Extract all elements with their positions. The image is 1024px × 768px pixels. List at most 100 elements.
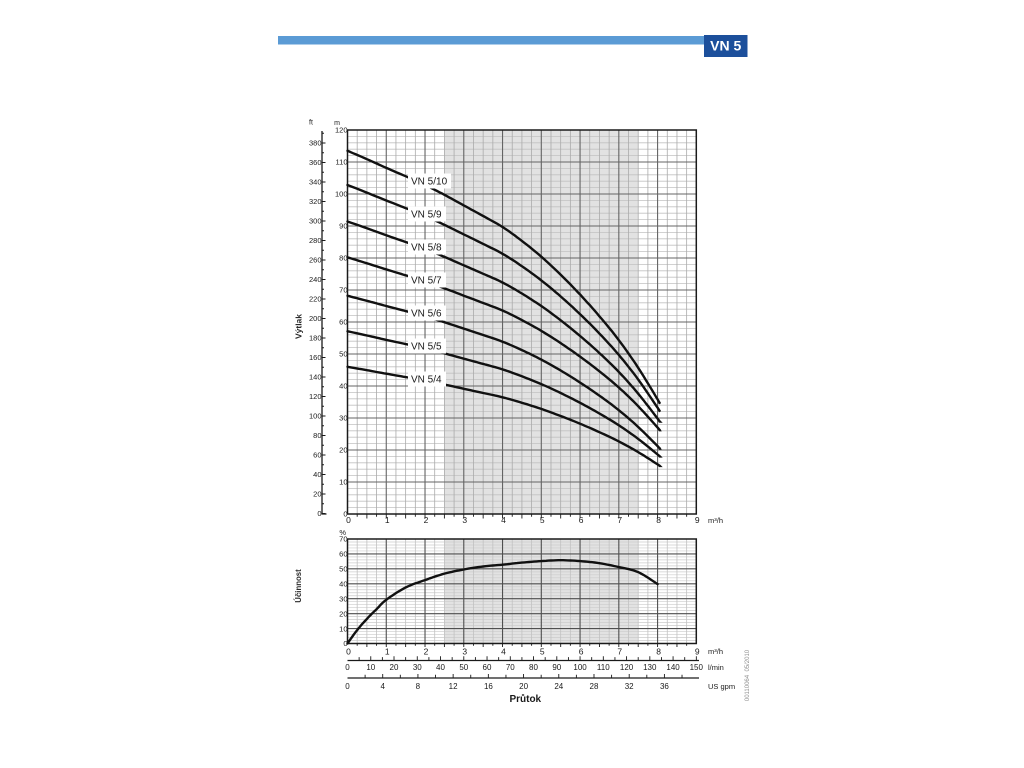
svg-text:50: 50 xyxy=(459,663,468,672)
svg-text:24: 24 xyxy=(554,682,563,691)
svg-text:3: 3 xyxy=(462,515,467,525)
svg-text:80: 80 xyxy=(339,254,347,263)
svg-text:VN 5: VN 5 xyxy=(710,38,741,54)
svg-text:6: 6 xyxy=(579,515,584,525)
svg-text:140: 140 xyxy=(666,663,680,672)
svg-text:20: 20 xyxy=(390,663,399,672)
svg-text:VN 5/9: VN 5/9 xyxy=(411,210,442,221)
svg-text:180: 180 xyxy=(309,334,322,343)
svg-text:0: 0 xyxy=(343,510,347,519)
svg-text:9: 9 xyxy=(695,515,700,525)
svg-text:60: 60 xyxy=(339,550,347,559)
svg-text:1: 1 xyxy=(385,515,390,525)
svg-text:300: 300 xyxy=(309,217,322,226)
svg-text:8: 8 xyxy=(416,682,421,691)
svg-text:10: 10 xyxy=(339,624,347,633)
svg-text:16: 16 xyxy=(484,682,493,691)
svg-text:5: 5 xyxy=(540,647,545,657)
svg-text:140: 140 xyxy=(309,373,322,382)
svg-text:100: 100 xyxy=(335,190,348,199)
svg-text:9: 9 xyxy=(695,647,700,657)
svg-text:200: 200 xyxy=(309,314,322,323)
svg-text:40: 40 xyxy=(339,580,347,589)
svg-text:1: 1 xyxy=(385,647,390,657)
svg-text:US gpm: US gpm xyxy=(708,682,735,691)
svg-text:l/min: l/min xyxy=(708,663,724,672)
svg-text:30: 30 xyxy=(339,414,347,423)
svg-text:VN 5/5: VN 5/5 xyxy=(411,342,442,353)
svg-text:160: 160 xyxy=(309,353,322,362)
svg-text:80: 80 xyxy=(313,431,321,440)
svg-text:8: 8 xyxy=(656,515,661,525)
svg-text:28: 28 xyxy=(590,682,599,691)
svg-text:m³/h: m³/h xyxy=(708,516,723,525)
svg-text:VN 5/7: VN 5/7 xyxy=(411,276,442,287)
svg-text:32: 32 xyxy=(625,682,634,691)
svg-text:4: 4 xyxy=(380,682,385,691)
svg-text:3: 3 xyxy=(462,647,467,657)
svg-text:120: 120 xyxy=(309,392,322,401)
svg-text:20: 20 xyxy=(313,490,321,499)
svg-text:5: 5 xyxy=(540,515,545,525)
svg-text:130: 130 xyxy=(643,663,657,672)
svg-text:0: 0 xyxy=(346,647,351,657)
svg-text:20: 20 xyxy=(519,682,528,691)
svg-text:50: 50 xyxy=(339,350,347,359)
svg-text:380: 380 xyxy=(309,139,322,148)
svg-text:Účinnost: Účinnost xyxy=(294,569,303,603)
svg-text:36: 36 xyxy=(660,682,669,691)
svg-text:30: 30 xyxy=(339,594,347,603)
svg-text:20: 20 xyxy=(339,609,347,618)
svg-text:240: 240 xyxy=(309,275,322,284)
svg-text:90: 90 xyxy=(339,222,347,231)
svg-text:ft: ft xyxy=(309,120,313,127)
svg-text:60: 60 xyxy=(483,663,492,672)
svg-text:70: 70 xyxy=(506,663,515,672)
svg-text:8: 8 xyxy=(656,647,661,657)
svg-text:20: 20 xyxy=(339,446,347,455)
svg-text:340: 340 xyxy=(309,178,322,187)
svg-text:70: 70 xyxy=(339,286,347,295)
svg-text:VN 5/4: VN 5/4 xyxy=(411,375,442,386)
svg-text:280: 280 xyxy=(309,236,322,245)
svg-text:70: 70 xyxy=(339,535,347,544)
svg-text:80: 80 xyxy=(529,663,538,672)
svg-text:220: 220 xyxy=(309,295,322,304)
svg-text:100: 100 xyxy=(309,412,322,421)
svg-text:100: 100 xyxy=(573,663,587,672)
svg-text:00110064 05/2010: 00110064 05/2010 xyxy=(745,649,751,701)
svg-text:%: % xyxy=(339,528,346,537)
svg-text:260: 260 xyxy=(309,256,322,265)
svg-text:Výtlak: Výtlak xyxy=(294,314,304,339)
svg-text:40: 40 xyxy=(313,470,321,479)
svg-text:VN 5/6: VN 5/6 xyxy=(411,309,442,320)
svg-text:120: 120 xyxy=(335,126,348,135)
svg-text:320: 320 xyxy=(309,197,322,206)
svg-text:60: 60 xyxy=(339,318,347,327)
svg-text:90: 90 xyxy=(552,663,561,672)
svg-text:0: 0 xyxy=(345,682,350,691)
svg-text:60: 60 xyxy=(313,451,321,460)
svg-text:120: 120 xyxy=(620,663,634,672)
svg-text:m: m xyxy=(334,120,340,127)
svg-text:4: 4 xyxy=(501,647,506,657)
svg-text:0: 0 xyxy=(343,639,347,648)
svg-text:50: 50 xyxy=(339,565,347,574)
svg-text:30: 30 xyxy=(413,663,422,672)
svg-text:m³/h: m³/h xyxy=(708,647,723,656)
svg-text:2: 2 xyxy=(424,515,429,525)
svg-text:VN 5/10: VN 5/10 xyxy=(411,177,448,188)
svg-text:7: 7 xyxy=(617,515,622,525)
svg-text:110: 110 xyxy=(336,158,348,167)
svg-text:7: 7 xyxy=(617,647,622,657)
svg-text:10: 10 xyxy=(339,478,347,487)
svg-text:4: 4 xyxy=(501,515,506,525)
svg-text:0: 0 xyxy=(346,515,351,525)
svg-text:40: 40 xyxy=(339,382,347,391)
svg-text:40: 40 xyxy=(436,663,445,672)
svg-text:Průtok: Průtok xyxy=(509,693,541,705)
svg-text:0: 0 xyxy=(317,509,321,518)
svg-text:6: 6 xyxy=(579,647,584,657)
svg-text:0: 0 xyxy=(345,663,350,672)
svg-text:110: 110 xyxy=(597,663,610,672)
